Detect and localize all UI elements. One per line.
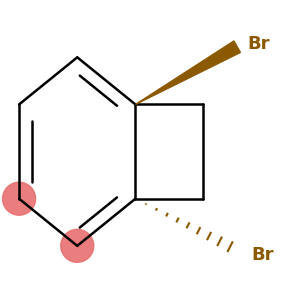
Polygon shape	[135, 41, 240, 104]
Text: Br: Br	[248, 35, 270, 53]
Text: Br: Br	[251, 246, 274, 264]
Circle shape	[3, 182, 36, 215]
Circle shape	[61, 229, 94, 262]
